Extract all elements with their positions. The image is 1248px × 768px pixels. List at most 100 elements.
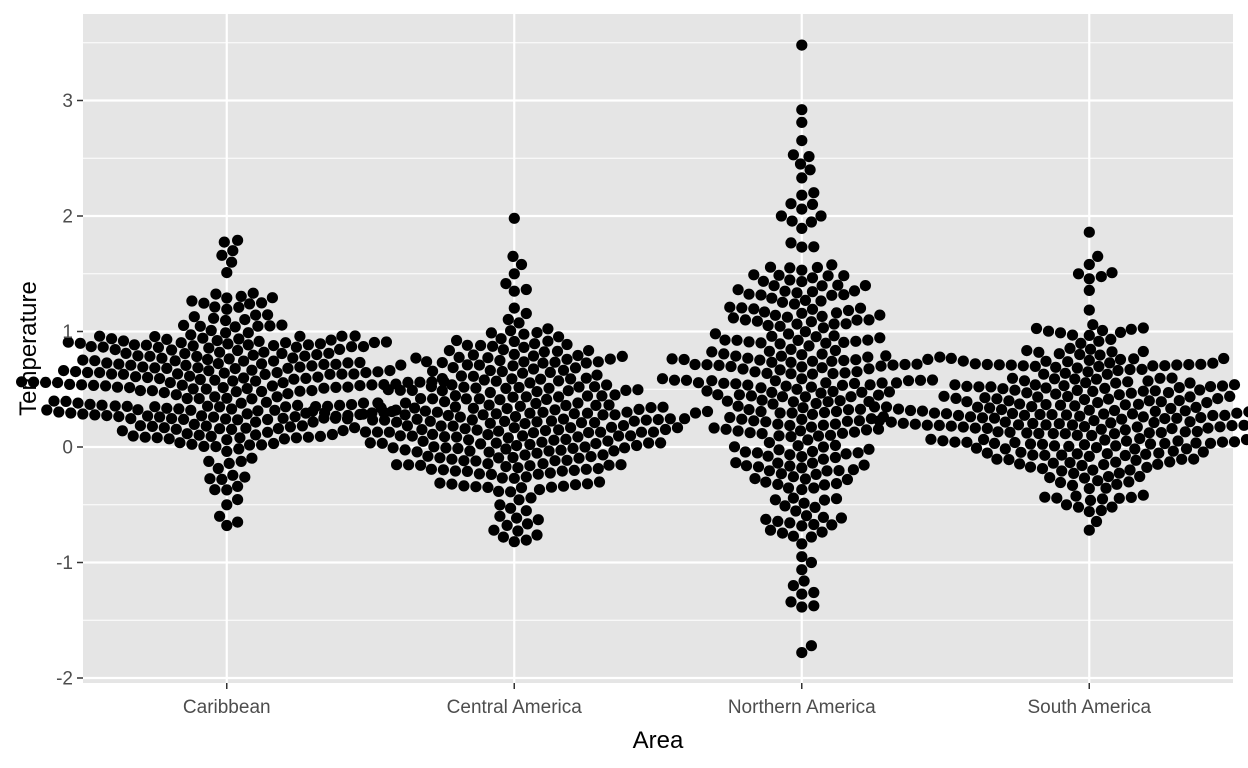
data-point — [838, 354, 850, 367]
data-point — [782, 328, 795, 340]
data-point — [417, 435, 429, 447]
data-point — [806, 445, 819, 458]
data-point — [306, 360, 318, 372]
data-point — [235, 290, 247, 302]
data-point — [218, 367, 230, 379]
data-point — [284, 421, 296, 433]
data-point — [512, 462, 524, 474]
data-point — [625, 430, 637, 442]
data-point — [1101, 368, 1113, 380]
data-point — [725, 360, 737, 373]
data-point — [82, 366, 94, 379]
data-point — [628, 415, 640, 427]
data-point — [277, 412, 289, 424]
data-point — [872, 423, 885, 435]
data-point — [902, 375, 915, 387]
data-point — [824, 429, 837, 441]
data-point — [828, 330, 840, 342]
data-point — [1005, 359, 1017, 371]
data-point — [597, 409, 609, 421]
data-point — [1039, 491, 1051, 503]
data-point — [348, 368, 360, 380]
data-point — [1130, 454, 1142, 466]
data-point — [1110, 377, 1122, 389]
data-point — [1094, 349, 1106, 361]
data-point — [507, 391, 519, 403]
data-point — [490, 375, 502, 387]
data-point — [762, 450, 774, 462]
data-point — [294, 385, 306, 397]
data-point — [252, 405, 264, 417]
data-point — [583, 427, 595, 439]
data-point — [120, 347, 132, 359]
data-point — [792, 440, 804, 452]
data-point — [232, 414, 244, 426]
data-point — [885, 416, 897, 428]
data-point — [875, 360, 887, 372]
data-point — [656, 373, 669, 385]
data-point — [1053, 418, 1065, 430]
data-point — [961, 436, 973, 448]
data-point — [615, 459, 627, 471]
data-point — [204, 473, 216, 485]
data-point — [1076, 459, 1088, 472]
data-point — [796, 39, 808, 51]
data-point — [318, 382, 330, 394]
data-point — [542, 323, 554, 335]
data-point — [603, 459, 615, 471]
data-point — [796, 241, 808, 253]
data-point — [1155, 396, 1167, 408]
data-point — [999, 443, 1011, 455]
data-point — [232, 234, 244, 246]
data-point — [229, 321, 241, 333]
data-point — [1033, 427, 1045, 440]
data-point — [128, 339, 140, 351]
data-point — [1194, 384, 1206, 396]
x-tick-label: Northern America — [728, 697, 876, 718]
data-point — [1024, 461, 1037, 473]
data-point — [794, 158, 807, 170]
data-point — [230, 386, 242, 398]
data-point — [1141, 461, 1153, 473]
data-point — [221, 267, 233, 279]
data-point — [798, 497, 810, 509]
data-point — [52, 377, 64, 389]
data-point — [763, 345, 776, 357]
data-point — [808, 187, 820, 199]
data-point — [897, 417, 909, 429]
data-point — [1207, 357, 1219, 369]
data-point — [799, 326, 812, 338]
data-point — [1066, 329, 1079, 341]
data-point — [484, 364, 496, 377]
data-point — [854, 403, 867, 415]
data-point — [796, 172, 808, 184]
data-point — [613, 430, 625, 442]
data-point — [449, 390, 461, 402]
data-point — [178, 413, 190, 425]
data-point — [221, 445, 233, 457]
data-point — [1190, 437, 1202, 449]
data-point — [806, 198, 819, 210]
data-point — [1166, 423, 1178, 435]
data-point — [776, 527, 789, 539]
data-point — [325, 334, 337, 346]
data-point — [1024, 438, 1037, 450]
data-point — [784, 449, 796, 461]
data-point — [964, 411, 977, 423]
data-point — [892, 403, 905, 415]
data-point — [1172, 435, 1184, 447]
data-point — [1060, 499, 1073, 511]
data-point — [1149, 385, 1161, 397]
data-point — [227, 375, 239, 387]
data-point — [1069, 400, 1081, 412]
data-point — [804, 164, 816, 176]
data-point — [386, 406, 398, 418]
data-point — [859, 280, 872, 292]
data-point — [806, 457, 819, 469]
data-point — [1033, 346, 1045, 358]
data-point — [1083, 284, 1095, 296]
data-point — [774, 364, 786, 376]
x-axis: Caribbean Central America Northern America… — [183, 683, 1151, 718]
data-point — [721, 395, 734, 407]
data-point — [507, 451, 519, 464]
